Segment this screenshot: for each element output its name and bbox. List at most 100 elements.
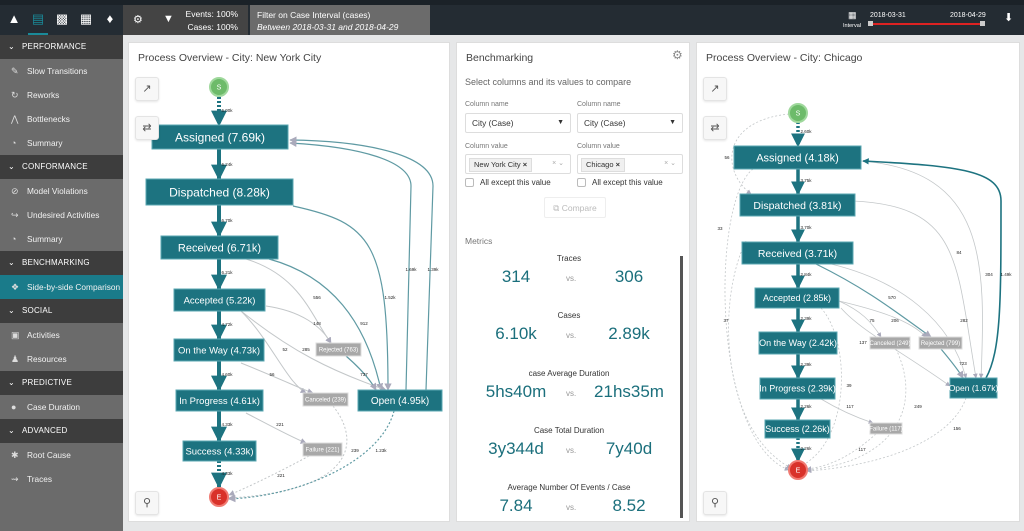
edge[interactable] — [268, 258, 384, 391]
activity-node[interactable] — [302, 392, 349, 407]
end-node[interactable] — [209, 487, 229, 507]
shuffle-icon[interactable]: ⇄ — [135, 116, 159, 140]
compare-button[interactable]: ⧉ Compare — [544, 197, 606, 218]
start-node[interactable] — [209, 77, 229, 97]
section-header-predictive[interactable]: ⌄ PREDICTIVE — [0, 371, 123, 395]
section-header-performance[interactable]: ⌄ PERFORMANCE — [0, 35, 123, 59]
start-node[interactable] — [788, 103, 808, 123]
activity-node[interactable] — [357, 389, 443, 412]
activity-node[interactable] — [182, 440, 257, 462]
activity-node[interactable] — [302, 442, 343, 457]
except-checkbox-right[interactable]: All except this value — [577, 178, 663, 188]
edge[interactable] — [724, 168, 790, 471]
bell-icon[interactable]: ♦ — [106, 11, 114, 26]
chip-remove-icon[interactable]: × — [522, 160, 528, 169]
edge[interactable] — [731, 113, 790, 195]
edge[interactable] — [940, 348, 964, 379]
active-filter[interactable]: Filter on Case Interval (cases) Between … — [250, 5, 430, 35]
end-node[interactable] — [788, 460, 808, 480]
edge[interactable] — [815, 263, 932, 338]
sidebar-item[interactable]: ✱ Root Cause — [0, 443, 123, 467]
edge[interactable] — [228, 455, 310, 496]
section-header-benchmarking[interactable]: ⌄ BENCHMARKING — [0, 251, 123, 275]
sidebar-item[interactable]: ● Case Duration — [0, 395, 123, 419]
activity-node[interactable] — [754, 287, 840, 309]
section-header-social[interactable]: ⌄ SOCIAL — [0, 299, 123, 323]
sidebar-item[interactable]: ⊘ Model Violations — [0, 179, 123, 203]
clear-dropdown-icon[interactable]: × ⌄ — [552, 160, 564, 167]
zoom-search-icon[interactable]: ⚲ — [135, 491, 159, 515]
edge[interactable] — [806, 397, 967, 474]
activity-node[interactable] — [173, 288, 266, 312]
activity-node[interactable] — [739, 193, 856, 217]
edge[interactable] — [838, 300, 882, 338]
edge[interactable] — [240, 310, 387, 392]
edge[interactable] — [228, 405, 348, 501]
edge[interactable] — [862, 158, 1002, 379]
edge[interactable] — [860, 160, 984, 379]
chip-remove-icon[interactable]: × — [615, 160, 621, 169]
activity-node[interactable] — [758, 331, 838, 355]
download-icon[interactable]: ⬇ — [1004, 12, 1014, 24]
variants-icon[interactable]: ▤ — [28, 10, 48, 35]
chart-toggle-icon[interactable]: ↗ — [703, 77, 727, 101]
chart-toggle-icon[interactable]: ↗ — [135, 77, 159, 101]
edge[interactable] — [852, 200, 978, 379]
activity-node[interactable] — [160, 235, 279, 260]
table-icon[interactable]: ▦ — [79, 11, 93, 26]
sidebar-item[interactable]: ◔ Summary — [0, 131, 123, 155]
edge[interactable] — [728, 240, 792, 469]
shuffle-icon[interactable]: ⇄ — [703, 116, 727, 140]
activity-node[interactable] — [918, 336, 963, 350]
process-graph[interactable]: 6.00k 6.24k 6.70k 6.21k 4.72k 4.60k 4.33k 4.33k… — [129, 43, 450, 522]
gear-icon[interactable]: ⚙ — [672, 48, 683, 62]
activity-node[interactable] — [175, 389, 264, 412]
sidebar-item[interactable]: ❖ Side-by-side Comparison — [0, 275, 123, 299]
process-graph[interactable]: 2.60k 3.75k 3.70k 2.84k 2.39k 2.39k 2.26k 2.26k… — [697, 43, 1020, 522]
sidebar-item[interactable]: ♟ Resources — [0, 347, 123, 371]
sidebar-item[interactable]: ⋀ Bottlenecks — [0, 107, 123, 131]
edge[interactable] — [240, 362, 314, 395]
edge[interactable] — [289, 136, 434, 391]
chart-icon[interactable]: ▩ — [55, 11, 69, 26]
sidebar-item[interactable]: ✎ Slow Transitions — [0, 59, 123, 83]
filter-icon[interactable]: ▼ — [163, 13, 174, 25]
activity-node[interactable] — [145, 178, 294, 206]
value-select-left[interactable]: New York City × × ⌄ — [465, 154, 571, 174]
activity-node[interactable] — [759, 377, 836, 400]
except-checkbox-left[interactable]: All except this value — [465, 178, 551, 188]
edge[interactable] — [345, 355, 377, 391]
edge[interactable] — [838, 300, 927, 338]
value-select-right[interactable]: Chicago × × ⌄ — [577, 154, 683, 174]
activity-node[interactable] — [869, 422, 903, 435]
edge[interactable] — [806, 348, 907, 472]
edge[interactable] — [800, 307, 842, 467]
activity-node[interactable] — [949, 377, 998, 399]
edge[interactable] — [228, 410, 395, 503]
interval-slider[interactable] — [870, 23, 982, 25]
clear-dropdown-icon[interactable]: × ⌄ — [664, 160, 676, 167]
slider-handle-end[interactable] — [980, 21, 985, 26]
sidebar-item[interactable]: ▣ Activities — [0, 323, 123, 347]
sidebar-item[interactable]: ↪ Undesired Activities — [0, 203, 123, 227]
edge[interactable] — [292, 205, 392, 391]
activity-node[interactable] — [173, 338, 265, 362]
edge[interactable] — [245, 412, 307, 444]
activity-node[interactable] — [764, 419, 831, 439]
zoom-search-icon[interactable]: ⚲ — [703, 491, 727, 515]
edge[interactable] — [289, 139, 412, 391]
process-map-icon[interactable]: ▲ — [7, 11, 21, 26]
activity-node[interactable] — [151, 124, 289, 150]
sidebar-item[interactable]: ⇝ Traces — [0, 467, 123, 491]
sidebar-item[interactable]: ◔ Summary — [0, 227, 123, 251]
edge[interactable] — [806, 433, 877, 471]
edge[interactable] — [820, 398, 874, 424]
sidebar-item[interactable]: ↻ Reworks — [0, 83, 123, 107]
activity-node[interactable] — [741, 241, 854, 265]
slider-handle-start[interactable] — [868, 21, 873, 26]
scrollbar[interactable] — [680, 256, 683, 518]
column-select-right[interactable]: City (Case) ▼ — [577, 113, 683, 133]
settings-icon[interactable]: ⚙ — [133, 14, 143, 26]
column-select-left[interactable]: City (Case) ▼ — [465, 113, 571, 133]
activity-node[interactable] — [315, 342, 362, 357]
